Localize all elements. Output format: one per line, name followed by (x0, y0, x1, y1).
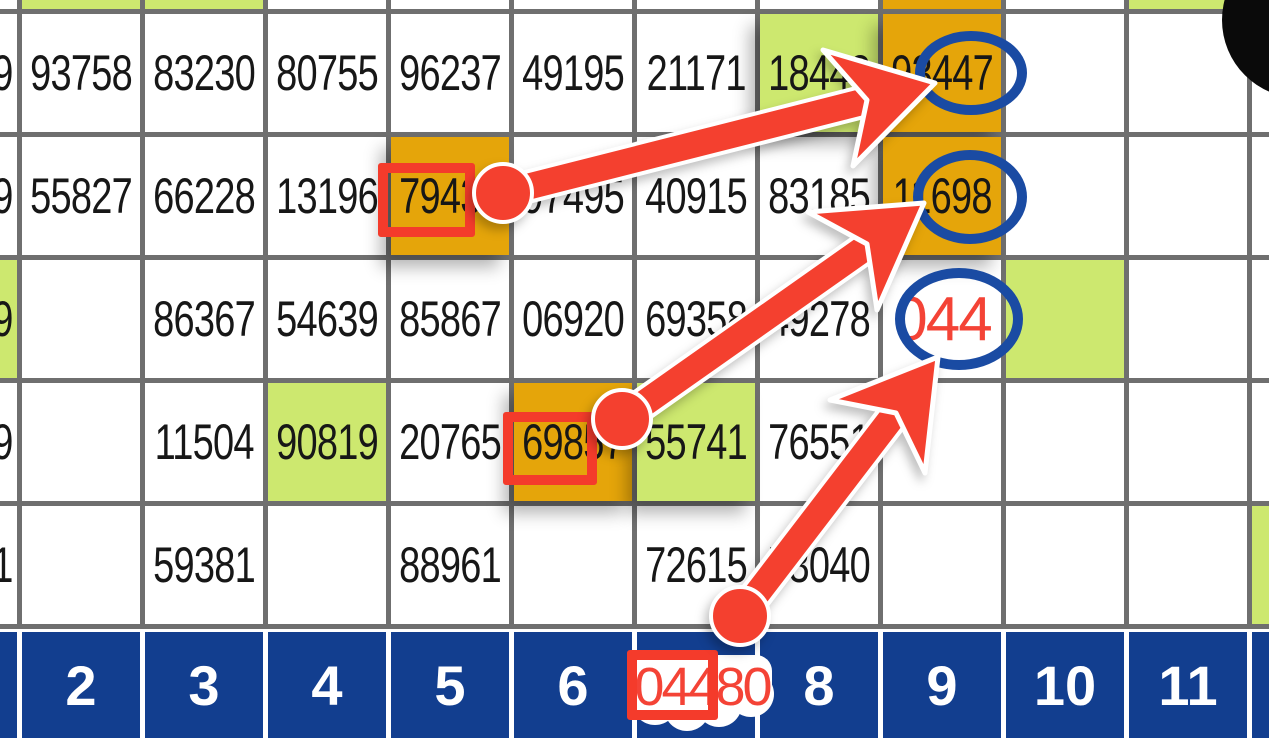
grid-cell (1129, 0, 1247, 9)
grid-cell (391, 0, 509, 9)
grid-cell (883, 0, 1001, 9)
grid-cell (1006, 506, 1124, 624)
grid-cell (22, 260, 140, 378)
grid-cell: 80755 (268, 14, 386, 132)
grid-cell: 9 (0, 14, 17, 132)
grid-cell: 20765 (391, 383, 509, 501)
grid-cell: 54639 (268, 260, 386, 378)
grid-cell (1129, 506, 1247, 624)
badge-value: 04480 (634, 657, 772, 717)
grid-cell: 97495 (514, 137, 632, 255)
grid-cell (883, 383, 1001, 501)
grid-cell: 11504 (145, 383, 263, 501)
grid-cell (268, 506, 386, 624)
badge-background (632, 655, 772, 707)
red-box-annotation (627, 650, 718, 720)
column-index-cell: 2 (22, 632, 140, 738)
grid-cell: 9 (0, 137, 17, 255)
column-index-cell: 8 (760, 632, 878, 738)
grid-cell: 1 (0, 506, 17, 624)
grid-cell: 9 (0, 260, 17, 378)
grid-cell (22, 506, 140, 624)
grid-cell: 49278 (760, 260, 878, 378)
red-box-annotation (378, 163, 475, 237)
column-index-cell: 5 (391, 632, 509, 738)
grid-cell: 66228 (145, 137, 263, 255)
grid-cell (1006, 383, 1124, 501)
grid-cell (514, 506, 632, 624)
grid-cell: 40915 (637, 137, 755, 255)
grid-cell: 06920 (514, 260, 632, 378)
grid-cell: 21171 (637, 14, 755, 132)
grid-cell (0, 0, 17, 9)
grid-cell (145, 0, 263, 9)
blue-ellipse-annotation (915, 31, 1027, 115)
blue-ellipse-annotation (895, 268, 1023, 370)
grid-cell: 72615 (637, 506, 755, 624)
grid-cell (1252, 260, 1269, 378)
column-index-cell: 4 (268, 632, 386, 738)
blue-ellipse-annotation (913, 150, 1027, 244)
grid-cell: 49195 (514, 14, 632, 132)
grid-cell: 13196 (268, 137, 386, 255)
grid-cell (1252, 383, 1269, 501)
grid-cell (1129, 383, 1247, 501)
grid-cell (22, 383, 140, 501)
grid-cell: 86367 (145, 260, 263, 378)
grid-cell (22, 0, 140, 9)
column-index-cell (0, 632, 17, 738)
column-index-cell: 6 (514, 632, 632, 738)
grid-cell: 96237 (391, 14, 509, 132)
column-index-cell: 11 (1129, 632, 1247, 738)
grid-cell: 55741 (637, 383, 755, 501)
number-grid: 9 93758 83230 80755 96237 49195 21171 18… (0, 0, 1269, 629)
grid-cell (1129, 260, 1247, 378)
grid-cell: 59381 (145, 506, 263, 624)
grid-cell: 55827 (22, 137, 140, 255)
grid-cell (514, 0, 632, 9)
column-index-cell: 10 (1006, 632, 1124, 738)
grid-cell: 18448 (760, 14, 878, 132)
grid-cell: 69358 (637, 260, 755, 378)
grid-cell (883, 506, 1001, 624)
grid-cell: 85867 (391, 260, 509, 378)
grid-cell: 73040 (760, 506, 878, 624)
grid-cell: 90819 (268, 383, 386, 501)
grid-cell (268, 0, 386, 9)
grid-cell: 93758 (22, 14, 140, 132)
red-box-annotation (503, 412, 597, 485)
grid-cell: 88961 (391, 506, 509, 624)
grid-cell (1252, 137, 1269, 255)
column-index-cell: 3 (145, 632, 263, 738)
grid-cell: 83185 (760, 137, 878, 255)
grid-cell: 9 (0, 383, 17, 501)
grid-cell (1006, 0, 1124, 9)
column-index-cell: 9 (883, 632, 1001, 738)
grid-cell: 76551 (760, 383, 878, 501)
column-index-cell (1252, 632, 1269, 738)
grid-cell (760, 0, 878, 9)
grid-cell (1129, 137, 1247, 255)
grid-cell (1006, 260, 1124, 378)
grid-cell (637, 0, 755, 9)
grid-cell (1252, 506, 1269, 624)
grid-cell: 83230 (145, 14, 263, 132)
